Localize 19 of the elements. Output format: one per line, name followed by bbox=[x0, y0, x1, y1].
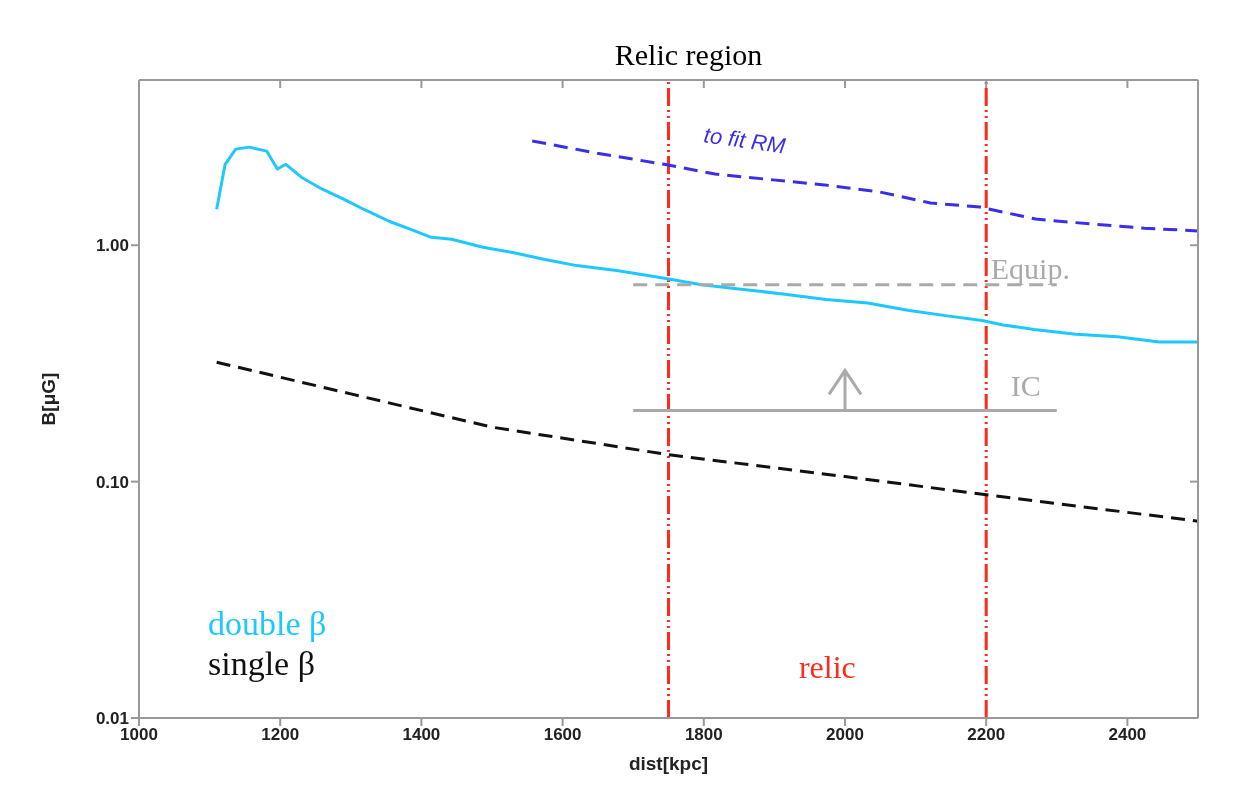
x-tick-label: 1600 bbox=[543, 725, 582, 745]
x-tick-label: 1400 bbox=[402, 725, 441, 745]
line-series bbox=[215, 360, 1198, 523]
x-axis-title: dist[kpc] bbox=[628, 753, 709, 774]
y-tick-label: 1.00 bbox=[95, 236, 129, 256]
annotation: relic bbox=[798, 649, 856, 685]
series-label: IC bbox=[1010, 369, 1041, 403]
series-label: Equip. bbox=[990, 251, 1070, 285]
x-tick-label: 2000 bbox=[826, 725, 864, 745]
text: double β bbox=[208, 604, 327, 644]
text: single β bbox=[208, 644, 316, 684]
text: to fit RM bbox=[702, 122, 788, 159]
x-tick-label: 2200 bbox=[967, 725, 1006, 745]
chart-title: Relic region bbox=[613, 38, 764, 72]
y-axis-title: B[μG] bbox=[37, 372, 59, 426]
x-tick-label: 2400 bbox=[1108, 725, 1147, 745]
x-tick-label: 1800 bbox=[684, 725, 723, 745]
x-tick-label: 1200 bbox=[261, 725, 300, 745]
y-tick-label: 0.10 bbox=[95, 472, 129, 492]
